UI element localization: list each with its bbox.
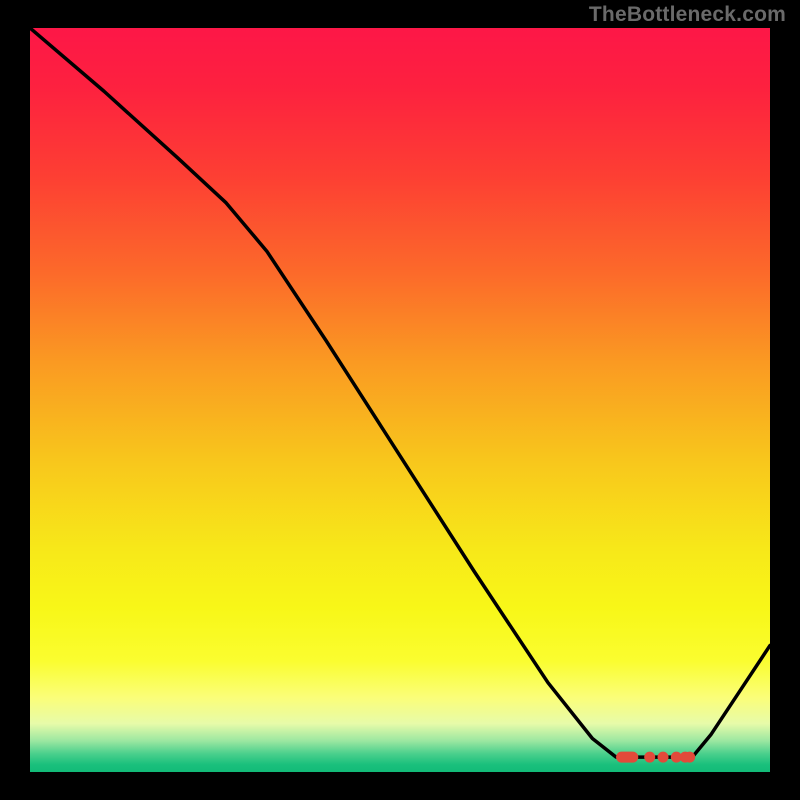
valley-marker bbox=[658, 752, 669, 763]
valley-marker bbox=[684, 752, 695, 763]
bottleneck-curve bbox=[30, 28, 770, 772]
valley-marker bbox=[616, 752, 638, 763]
plot-area bbox=[30, 28, 770, 772]
valley-marker bbox=[644, 752, 655, 763]
watermark-text: TheBottleneck.com bbox=[589, 3, 786, 27]
